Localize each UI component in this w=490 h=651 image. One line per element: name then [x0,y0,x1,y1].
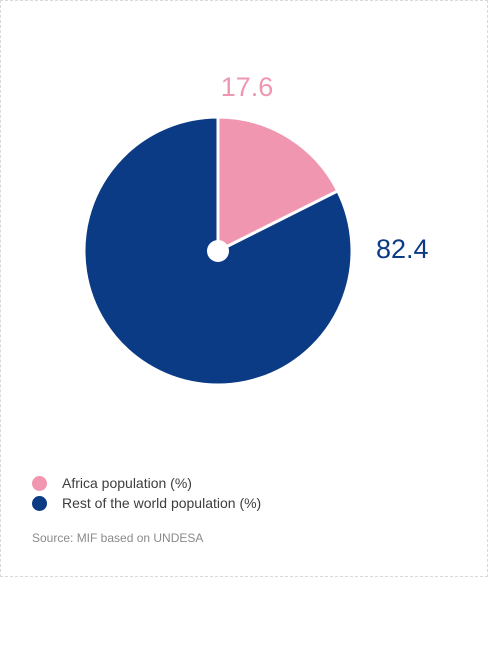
source-note: Source: MIF based on UNDESA [32,531,204,545]
value-label-rest-of-world: 82.4 [376,234,429,264]
pie-chart: 17.6 82.4 [82,72,429,387]
legend-label-rest-of-world: Rest of the world population (%) [62,495,262,511]
legend-swatch-rest-of-world [32,495,47,511]
legend-item-rest-of-world: Rest of the world population (%) [32,493,261,513]
chart-card: 17.6 82.4 Africa population (%) Rest of t… [0,0,488,577]
value-label-africa: 17.6 [221,72,274,102]
legend-swatch-africa [32,475,47,491]
legend: Africa population (%) Rest of the world … [32,473,261,513]
legend-item-africa: Africa population (%) [32,473,261,493]
pie-slice-africa [216,115,340,253]
legend-label-africa: Africa population (%) [62,475,192,491]
pie-center-hole [207,240,229,262]
